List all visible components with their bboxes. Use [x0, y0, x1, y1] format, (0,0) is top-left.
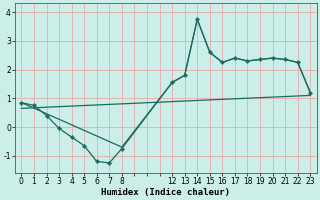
X-axis label: Humidex (Indice chaleur): Humidex (Indice chaleur) — [101, 188, 230, 197]
